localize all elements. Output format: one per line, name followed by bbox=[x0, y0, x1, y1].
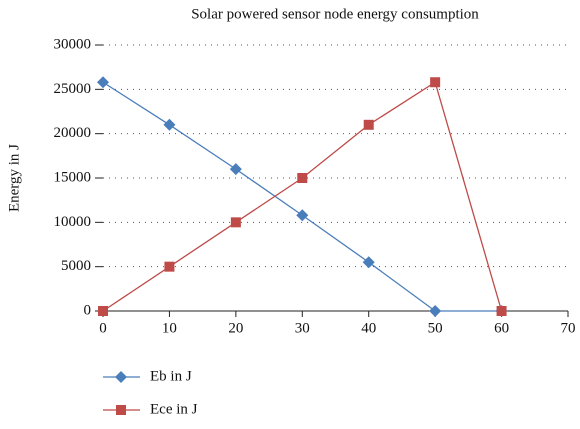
x-tick-label: 50 bbox=[428, 320, 443, 336]
x-tick-label: 40 bbox=[361, 320, 376, 336]
data-point bbox=[98, 306, 108, 316]
legend-marker bbox=[115, 371, 127, 383]
data-point bbox=[296, 209, 309, 222]
legend-label: Eb in J bbox=[150, 368, 192, 384]
y-tick-label: 5000 bbox=[61, 258, 91, 274]
data-point bbox=[430, 77, 441, 88]
x-tick-label: 10 bbox=[162, 320, 177, 336]
data-point bbox=[362, 256, 375, 269]
y-tick-label: 0 bbox=[84, 302, 92, 318]
series-line bbox=[102, 81, 502, 312]
y-tick-label: 15000 bbox=[54, 169, 92, 185]
x-tick-label: 30 bbox=[295, 320, 310, 336]
y-axis-label: Energy in J bbox=[6, 144, 22, 212]
series-line bbox=[102, 81, 503, 312]
data-point bbox=[230, 217, 241, 228]
x-tick-label: 70 bbox=[561, 320, 576, 336]
data-point bbox=[496, 306, 507, 316]
data-point bbox=[229, 163, 242, 176]
x-tick-label: 0 bbox=[99, 320, 107, 336]
x-tick-label: 60 bbox=[494, 320, 509, 336]
y-tick-label: 20000 bbox=[54, 125, 92, 141]
legend-label: Ece in J bbox=[150, 401, 198, 417]
data-point bbox=[429, 305, 442, 317]
data-point bbox=[164, 261, 175, 272]
y-tick-label: 10000 bbox=[54, 214, 92, 230]
y-tick-label: 30000 bbox=[54, 36, 92, 52]
data-point bbox=[97, 76, 109, 89]
chart-title: Solar powered sensor node energy consump… bbox=[191, 6, 479, 22]
data-point bbox=[163, 118, 176, 131]
x-tick-label: 20 bbox=[228, 320, 243, 336]
y-tick-label: 25000 bbox=[54, 81, 92, 97]
data-point bbox=[297, 173, 308, 183]
data-point bbox=[363, 119, 374, 130]
legend-marker bbox=[116, 405, 126, 415]
